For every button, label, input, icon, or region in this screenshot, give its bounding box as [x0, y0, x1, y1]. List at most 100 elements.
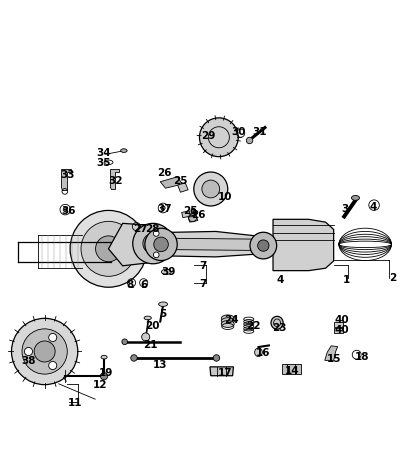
Circle shape — [142, 333, 150, 341]
Text: 18: 18 — [355, 352, 370, 362]
Circle shape — [133, 223, 173, 264]
Circle shape — [24, 347, 33, 355]
Text: 6: 6 — [141, 280, 148, 290]
Circle shape — [154, 237, 168, 252]
Text: 37: 37 — [157, 204, 172, 214]
Text: 38: 38 — [22, 356, 36, 366]
Text: 32: 32 — [109, 176, 123, 186]
Text: 23: 23 — [272, 323, 287, 333]
Polygon shape — [273, 219, 334, 271]
Ellipse shape — [159, 302, 168, 306]
Ellipse shape — [221, 321, 234, 327]
Circle shape — [131, 355, 137, 361]
Text: 40: 40 — [335, 315, 350, 325]
Ellipse shape — [145, 225, 155, 231]
Circle shape — [96, 236, 121, 262]
Text: 25: 25 — [173, 176, 188, 186]
Polygon shape — [282, 364, 301, 374]
Ellipse shape — [221, 318, 234, 324]
Text: 34: 34 — [96, 148, 111, 158]
Text: 25: 25 — [183, 206, 198, 216]
Polygon shape — [160, 177, 182, 188]
Circle shape — [143, 233, 163, 254]
Polygon shape — [155, 231, 268, 257]
Text: 26: 26 — [191, 210, 206, 220]
Text: 2: 2 — [389, 273, 397, 283]
Circle shape — [34, 341, 55, 362]
Polygon shape — [110, 169, 119, 189]
Text: 8: 8 — [127, 280, 134, 290]
Text: 24: 24 — [224, 315, 239, 325]
Circle shape — [70, 210, 147, 287]
Text: 9: 9 — [189, 208, 197, 218]
Text: 33: 33 — [60, 170, 74, 180]
Ellipse shape — [120, 149, 127, 152]
Circle shape — [161, 206, 165, 210]
Ellipse shape — [221, 315, 234, 322]
Text: 16: 16 — [256, 348, 271, 358]
Bar — [334, 328, 343, 333]
Text: 30: 30 — [232, 127, 246, 137]
Circle shape — [250, 232, 277, 259]
Text: 26: 26 — [157, 168, 171, 178]
Circle shape — [213, 355, 220, 361]
Text: 21: 21 — [143, 340, 158, 350]
Circle shape — [49, 333, 57, 342]
Circle shape — [122, 339, 127, 345]
Circle shape — [153, 252, 159, 258]
Ellipse shape — [162, 269, 171, 275]
Text: 14: 14 — [284, 366, 299, 376]
Text: 7: 7 — [199, 279, 207, 289]
Ellipse shape — [101, 355, 107, 359]
Polygon shape — [188, 216, 198, 222]
Polygon shape — [325, 346, 338, 361]
Circle shape — [153, 231, 159, 236]
Text: 36: 36 — [61, 206, 76, 216]
Polygon shape — [210, 367, 233, 376]
Circle shape — [49, 361, 57, 370]
Text: 12: 12 — [92, 380, 107, 390]
Circle shape — [11, 318, 78, 385]
Text: 29: 29 — [201, 132, 216, 142]
Polygon shape — [177, 183, 188, 192]
Circle shape — [145, 228, 177, 261]
Circle shape — [194, 172, 228, 206]
Text: 22: 22 — [246, 322, 260, 332]
Text: 17: 17 — [218, 368, 232, 378]
Text: 28: 28 — [145, 224, 160, 235]
Text: 15: 15 — [327, 354, 341, 364]
Text: 4: 4 — [276, 275, 284, 285]
Polygon shape — [182, 211, 190, 218]
Circle shape — [246, 137, 253, 144]
Circle shape — [258, 240, 269, 251]
Text: 39: 39 — [161, 267, 175, 277]
Circle shape — [202, 180, 220, 198]
Circle shape — [81, 221, 136, 276]
Text: 11: 11 — [68, 398, 83, 408]
Text: 35: 35 — [96, 158, 111, 168]
Ellipse shape — [271, 316, 283, 329]
Polygon shape — [61, 169, 71, 190]
Ellipse shape — [144, 316, 151, 320]
Polygon shape — [109, 223, 169, 266]
Text: 7: 7 — [199, 261, 207, 271]
Text: 31: 31 — [252, 127, 267, 137]
Polygon shape — [173, 238, 256, 250]
Bar — [334, 322, 343, 327]
Circle shape — [101, 372, 108, 380]
Text: 27: 27 — [133, 224, 147, 235]
Text: 5: 5 — [159, 309, 166, 319]
Text: 1: 1 — [343, 275, 350, 285]
Circle shape — [22, 329, 67, 374]
Text: 3: 3 — [341, 204, 348, 214]
Text: 10: 10 — [218, 192, 232, 202]
Text: 20: 20 — [145, 322, 160, 332]
Text: 40: 40 — [335, 325, 350, 335]
Text: 13: 13 — [153, 360, 167, 370]
Text: 4: 4 — [369, 202, 376, 212]
Ellipse shape — [352, 195, 359, 200]
Circle shape — [199, 118, 238, 157]
Ellipse shape — [255, 348, 263, 357]
Circle shape — [63, 208, 67, 212]
Text: 19: 19 — [98, 368, 113, 378]
